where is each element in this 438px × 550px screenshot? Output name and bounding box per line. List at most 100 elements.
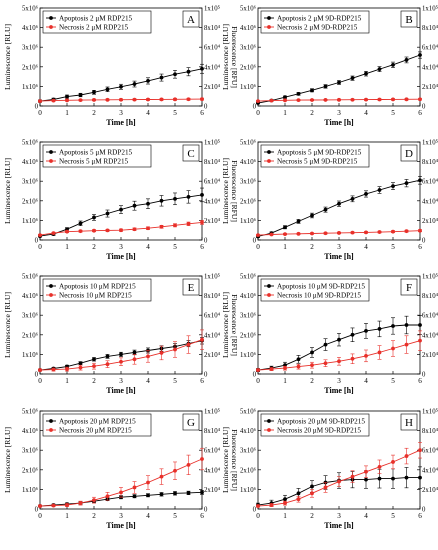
- legend-box: [260, 144, 370, 168]
- data-point: [51, 231, 56, 236]
- legend-label: Necrosis 20 μM 9D-RDP215: [277, 427, 361, 435]
- data-point: [119, 84, 123, 89]
- x-tick-label: 2: [92, 109, 96, 117]
- chart-panel-d: 0 1 2 3 4 5 6 Time [h] 0 1x10⁶ 2x10⁶ 3x10⁶ 4x10⁶ 5x10…: [221, 140, 438, 262]
- data-point: [200, 66, 204, 71]
- legend-swatch-marker: [49, 419, 53, 423]
- data-point: [51, 367, 56, 372]
- data-point: [310, 484, 314, 489]
- y-tick-label: 0: [35, 372, 39, 379]
- data-point: [391, 324, 395, 328]
- data-point: [391, 97, 395, 102]
- data-point: [38, 504, 42, 508]
- data-point: [364, 230, 368, 235]
- data-point: [146, 480, 150, 485]
- y-tick-label: 5x10⁶: [22, 6, 39, 13]
- y-tick-label: 2x10⁶: [240, 64, 257, 71]
- x-axis-label: Time [h]: [324, 118, 354, 127]
- y-tick-label: 1x10⁶: [240, 84, 257, 91]
- data-point: [65, 98, 69, 103]
- x-axis-label: Time [h]: [324, 521, 354, 530]
- data-point: [92, 228, 96, 233]
- y-tick-label: 0: [35, 104, 39, 111]
- data-point: [159, 474, 164, 479]
- data-point: [377, 476, 382, 481]
- y2-tick-label: 4x10⁴: [204, 332, 221, 339]
- x-tick-label: 0: [38, 377, 42, 385]
- data-point: [404, 475, 409, 480]
- data-point: [350, 332, 355, 337]
- data-point: [404, 229, 409, 234]
- y-tick-label: 2x10⁶: [22, 332, 39, 339]
- y2-tick-label: 0: [204, 238, 208, 245]
- y-tick-label: 4x10⁶: [240, 428, 257, 435]
- series-line: [257, 179, 421, 237]
- panel-letter: E: [188, 282, 195, 294]
- data-point: [323, 231, 328, 236]
- data-point: [256, 233, 260, 238]
- data-point: [350, 196, 355, 201]
- x-tick-label: 1: [65, 109, 69, 117]
- y-tick-label: 3x10⁶: [22, 45, 39, 52]
- data-point: [364, 192, 368, 196]
- legend-label: Apoptosis 5 μM RDP215: [59, 149, 133, 157]
- y-tick-label: 3x10⁶: [240, 313, 257, 320]
- data-point: [146, 97, 150, 102]
- x-tick-label: 5: [173, 512, 177, 520]
- y-axis-label: Luminescence [RLU]: [221, 292, 230, 358]
- data-point: [404, 342, 409, 347]
- legend-box: [42, 278, 152, 302]
- x-tick-label: 4: [146, 377, 150, 385]
- x-tick-label: 1: [283, 109, 287, 117]
- y2-tick-label: 2x10⁴: [422, 84, 438, 91]
- data-point: [404, 454, 409, 458]
- y2-tick-label: 2x10⁴: [422, 218, 438, 225]
- data-point: [186, 221, 191, 226]
- legend-label: Apoptosis 20 μM RDP215: [59, 418, 136, 426]
- data-point: [337, 359, 341, 364]
- data-point: [132, 494, 137, 499]
- x-tick-label: 0: [256, 377, 260, 385]
- data-point: [78, 221, 83, 226]
- y-tick-label: 1x10⁶: [22, 487, 39, 494]
- data-point: [337, 201, 341, 206]
- data-point: [186, 342, 191, 347]
- data-point: [350, 76, 355, 81]
- series-apoptosis: [256, 51, 422, 105]
- data-point: [105, 228, 110, 233]
- y-axis-label: Luminescence [RLU]: [3, 24, 12, 90]
- chart-panel-a: 0 1 2 3 4 5 6 Time [h] 0 1x10⁶ 2x10⁶ 3x10⁶ 4x10⁶ 5x10…: [3, 6, 239, 128]
- legend-swatch-marker: [49, 25, 53, 29]
- series-necrosis: [256, 442, 422, 508]
- y-tick-label: 5x10⁶: [240, 6, 257, 13]
- x-tick-label: 1: [65, 243, 69, 251]
- series-line: [257, 54, 421, 104]
- data-point: [337, 479, 341, 484]
- data-point: [132, 82, 137, 86]
- data-point: [391, 229, 395, 234]
- x-axis-label: Time [h]: [324, 386, 354, 395]
- x-tick-label: 3: [119, 243, 123, 251]
- legend-label: Necrosis 20 μM RDP215: [59, 427, 132, 435]
- data-point: [92, 215, 96, 220]
- data-point: [377, 67, 382, 72]
- data-point: [350, 474, 355, 479]
- data-point: [364, 469, 368, 474]
- data-point: [200, 220, 204, 225]
- data-point: [105, 362, 110, 367]
- data-point: [78, 361, 83, 366]
- y2-tick-label: 8x10⁴: [204, 159, 221, 166]
- y-tick-label: 1x10⁶: [22, 352, 39, 359]
- y-tick-label: 2x10⁶: [22, 198, 39, 205]
- chart-panel-f: 0 1 2 3 4 5 6 Time [h] 0 1x10⁶ 2x10⁶ 3x10⁶ 4x10⁶ 5x10…: [221, 274, 438, 396]
- data-point: [296, 491, 301, 496]
- x-tick-label: 0: [256, 109, 260, 117]
- y2-tick-label: 0: [204, 104, 208, 111]
- y2-tick-label: 1x10⁵: [204, 409, 221, 416]
- data-point: [159, 492, 164, 497]
- data-point: [283, 501, 287, 506]
- y-tick-label: 5x10⁶: [240, 274, 257, 281]
- data-point: [132, 97, 137, 102]
- legend-swatch-marker: [267, 428, 271, 432]
- data-point: [364, 71, 368, 76]
